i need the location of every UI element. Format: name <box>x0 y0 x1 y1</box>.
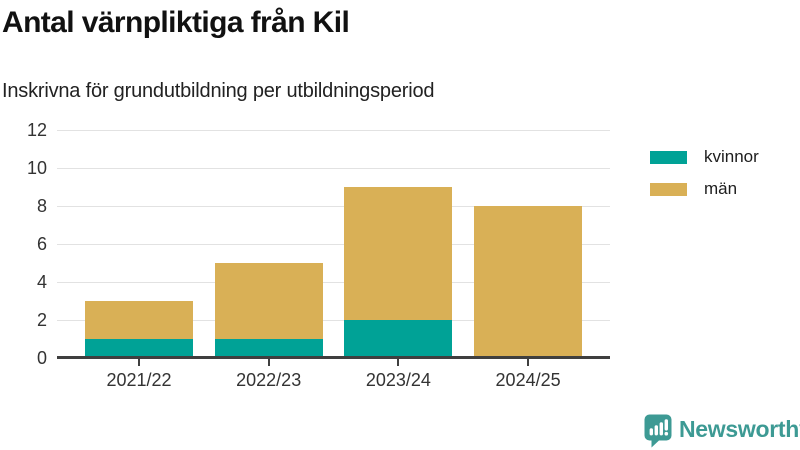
legend-swatch-kvinnor <box>650 150 687 164</box>
bar-segment-män-2022/23 <box>214 263 323 339</box>
newsworthy-logo: Newsworthy <box>644 414 800 448</box>
bar-segment-män-2023/24 <box>344 187 453 320</box>
legend-item-kvinnor: kvinnor <box>650 147 759 167</box>
x-tick-2021/22 <box>138 359 140 366</box>
bar-segment-kvinnor-2021/22 <box>85 339 193 358</box>
legend: kvinnor män <box>650 147 759 199</box>
x-tick-label-2023/24: 2023/24 <box>365 370 431 390</box>
legend-label-kvinnor: kvinnor <box>704 147 759 166</box>
legend-item-män: män <box>650 179 759 199</box>
x-tick-2024/25 <box>527 359 530 366</box>
y-tick-label-8: 8 <box>36 196 47 216</box>
gridline-12 <box>57 129 610 131</box>
bar-segment-kvinnor-2023/24 <box>344 320 453 358</box>
newsworthy-logo-icon <box>644 414 672 448</box>
x-tick-label-2021/22: 2021/22 <box>106 370 172 390</box>
x-tick-2022/23 <box>267 359 270 366</box>
y-tick-label-4: 4 <box>36 272 47 292</box>
y-tick-label-0: 0 <box>36 348 47 368</box>
chart-subtitle: Inskrivna för grundutbildning per utbild… <box>2 80 435 102</box>
y-tick-label-2: 2 <box>36 310 47 330</box>
gridline-6 <box>57 243 610 245</box>
x-tick-label-2022/23: 2022/23 <box>236 370 302 390</box>
y-tick-label-12: 12 <box>26 120 47 140</box>
newsworthy-logo-text: Newsworthy <box>679 416 800 442</box>
chart-title: Antal värnpliktiga från Kil <box>2 6 350 39</box>
legend-swatch-män <box>650 182 687 196</box>
x-axis-line <box>57 356 610 359</box>
gridline-8 <box>57 205 610 207</box>
bar-segment-män-2024/25 <box>474 206 583 358</box>
gridline-2 <box>57 319 610 321</box>
plot-area <box>57 129 610 358</box>
x-tick-label-2024/25: 2024/25 <box>495 370 561 390</box>
legend-label-män: män <box>704 179 738 198</box>
gridline-10 <box>57 167 610 169</box>
y-tick-label-6: 6 <box>36 234 47 254</box>
y-tick-label-10: 10 <box>26 158 47 178</box>
bar-segment-kvinnor-2022/23 <box>214 339 323 358</box>
gridline-4 <box>57 281 610 283</box>
bar-segment-män-2021/22 <box>85 301 193 339</box>
x-tick-2023/24 <box>397 359 400 366</box>
